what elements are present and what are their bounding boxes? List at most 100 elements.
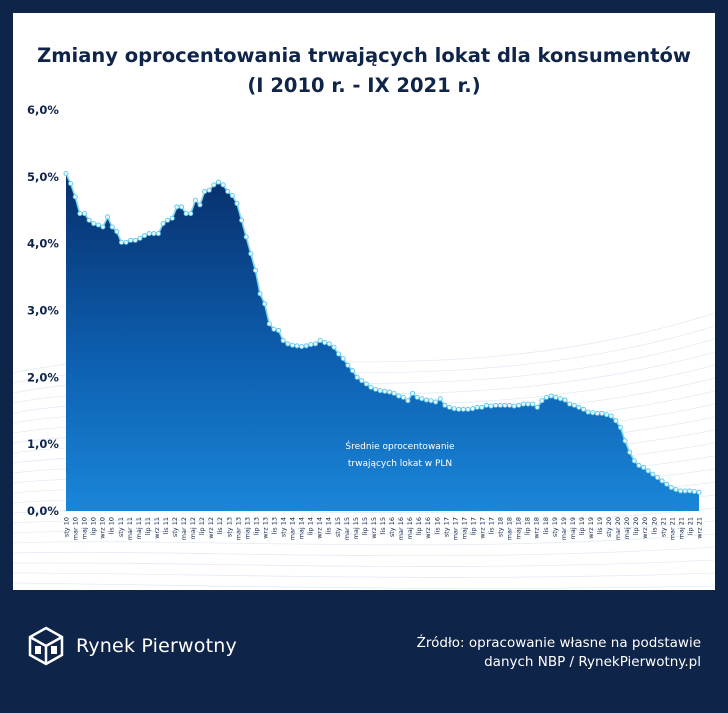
x-tick-label: lis 18: [542, 517, 550, 534]
x-tick-label: mar 13: [234, 517, 242, 540]
data-point: [580, 406, 586, 412]
data-point: [63, 170, 69, 176]
x-tick-label: maj 17: [460, 517, 468, 539]
x-tick-label: sty 18: [497, 517, 505, 537]
data-point: [645, 468, 651, 474]
data-point: [123, 239, 129, 245]
data-point: [414, 394, 420, 400]
x-tick-label: lip 18: [524, 517, 532, 535]
data-point: [678, 488, 684, 494]
data-point: [322, 340, 328, 346]
x-tick-label: maj 10: [81, 517, 89, 539]
x-tick-label: wrz 17: [478, 517, 486, 539]
chart-title-line-2: (I 2010 r. - IX 2021 r.): [247, 74, 481, 97]
x-tick-label: lis 13: [270, 517, 278, 534]
x-tick-label: maj 12: [189, 517, 197, 539]
data-point: [285, 341, 291, 347]
x-tick-label: wrz 15: [370, 517, 378, 539]
data-point: [179, 204, 185, 210]
data-point: [169, 215, 175, 221]
data-point: [386, 389, 392, 395]
x-tick-label: maj 16: [406, 517, 414, 539]
data-point: [197, 202, 203, 208]
data-point: [137, 235, 143, 241]
data-point: [211, 182, 217, 188]
data-point: [77, 211, 83, 217]
x-tick-label: lip 16: [415, 517, 423, 535]
area-fill: [66, 173, 699, 512]
background-wave-line: [13, 582, 715, 589]
y-axis: 0,0% 1,0% 2,0% 3,0% 4,0% 5,0% 6,0%: [27, 103, 59, 518]
data-point: [631, 458, 637, 464]
x-tick-label: mar 12: [180, 517, 188, 540]
x-tick-label: sty 12: [171, 517, 179, 537]
data-point: [622, 438, 628, 444]
series-label-line-1: Średnie oprocentowanie: [345, 440, 455, 452]
x-tick-label: lip 15: [361, 517, 369, 535]
data-point: [308, 342, 314, 348]
x-tick-label: wrz 13: [261, 517, 269, 539]
x-tick-label: mar 14: [289, 517, 297, 540]
data-point: [599, 410, 605, 416]
data-point: [303, 343, 309, 349]
chart-card: 0,0% 1,0% 2,0% 3,0% 4,0% 5,0% 6,0% sty 10 mar 1…: [13, 13, 715, 590]
data-point: [400, 394, 406, 400]
data-point: [317, 338, 323, 344]
x-tick-label: mar 17: [451, 517, 459, 540]
x-tick-label: lis 19: [596, 517, 604, 534]
data-point: [349, 368, 355, 374]
chart-title-line-1: Zmiany oprocentowania trwających lokat d…: [37, 44, 691, 67]
x-tick-label: lip 12: [198, 517, 206, 535]
x-tick-label: wrz 12: [207, 517, 215, 539]
data-point: [155, 231, 161, 237]
data-point: [183, 211, 189, 217]
data-point: [336, 351, 342, 357]
x-tick-label: sty 13: [225, 517, 233, 537]
data-point: [664, 481, 670, 487]
x-tick-label: lip 21: [686, 517, 694, 535]
x-tick-label: lip 13: [252, 517, 260, 535]
x-tick-label: wrz 18: [533, 517, 541, 539]
data-point: [118, 239, 124, 245]
data-point: [451, 406, 457, 412]
x-tick-label: lis 14: [325, 517, 333, 534]
data-point: [654, 475, 660, 481]
data-point: [594, 410, 600, 416]
data-point: [442, 402, 448, 408]
x-tick-label: maj 13: [243, 517, 251, 539]
data-point: [377, 388, 383, 394]
data-point: [617, 424, 623, 430]
data-point: [276, 328, 282, 334]
x-tick-label: lip 10: [90, 517, 98, 535]
background-wave-line: [13, 520, 715, 535]
data-point: [289, 342, 295, 348]
data-point: [262, 301, 268, 307]
data-point: [340, 356, 346, 362]
data-point: [696, 489, 702, 495]
x-tick-label: maj 19: [569, 517, 577, 539]
data-point: [534, 404, 540, 410]
data-point: [368, 384, 374, 390]
data-point: [345, 362, 351, 368]
data-point: [474, 404, 480, 410]
y-tick-label: 3,0%: [27, 304, 59, 318]
data-point: [419, 396, 425, 402]
x-tick-label: wrz 16: [424, 517, 432, 539]
data-point: [470, 406, 476, 412]
data-point: [271, 326, 277, 332]
data-point: [590, 410, 596, 416]
data-point: [257, 291, 263, 297]
data-point: [142, 233, 148, 239]
data-point: [243, 234, 249, 240]
x-tick-label: lip 20: [632, 517, 640, 535]
data-point: [562, 397, 568, 403]
background-wave-line: [13, 559, 715, 567]
data-point: [483, 402, 489, 408]
data-point: [636, 463, 642, 469]
data-point: [641, 465, 647, 471]
data-point: [95, 222, 101, 228]
data-point: [248, 251, 254, 257]
data-point: [659, 478, 665, 484]
data-point: [497, 402, 503, 408]
data-point: [650, 471, 656, 477]
